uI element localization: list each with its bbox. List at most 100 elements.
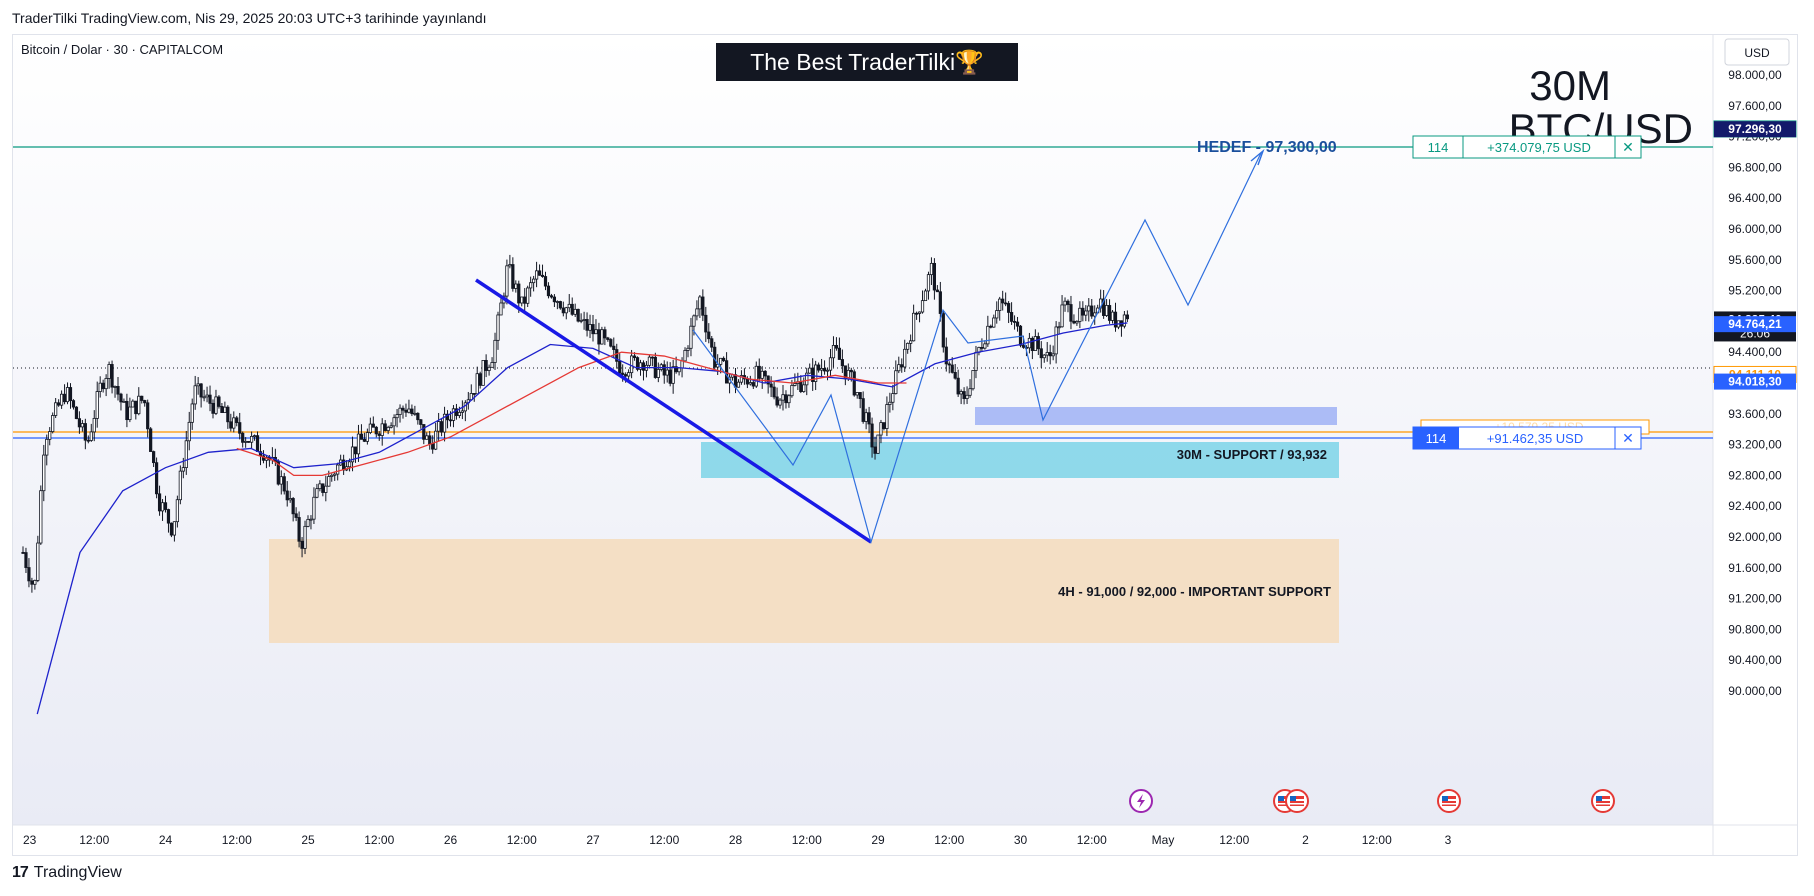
time-tick-label: 12:00 <box>649 833 679 847</box>
candle-body <box>1113 311 1118 328</box>
candle-body <box>374 426 378 435</box>
time-axis[interactable]: 23 12:00 24 12:00 25 12:00 26 12:00 27 12:00 28 12:… <box>23 833 1452 847</box>
lightning-icon[interactable] <box>1129 789 1153 813</box>
candle-body <box>74 406 79 420</box>
candle-body <box>327 476 331 487</box>
candle-body <box>1084 310 1088 316</box>
candle-body <box>472 393 476 395</box>
candle-body <box>410 408 414 415</box>
candle-body <box>769 383 773 388</box>
candle-body <box>546 285 551 297</box>
candle-body <box>588 324 592 331</box>
price-tick-label: 91.200,00 <box>1728 592 1782 606</box>
candle-body <box>211 402 215 414</box>
candle-body <box>585 319 589 331</box>
candle-body <box>241 432 245 443</box>
candle-body <box>431 443 435 450</box>
candle-body <box>303 525 307 549</box>
candle-body <box>217 396 221 407</box>
candle-body <box>665 369 669 376</box>
candle-body <box>849 369 853 373</box>
candle-body <box>178 470 182 501</box>
candle-body <box>107 364 111 379</box>
candle-body <box>255 435 260 452</box>
candle-body <box>926 274 931 292</box>
candle-body <box>51 415 55 432</box>
candle-body <box>1072 320 1076 324</box>
us-flag-icon[interactable] <box>1437 789 1461 813</box>
candle-body <box>775 396 779 406</box>
candle-body <box>514 283 518 289</box>
candle-body <box>683 349 687 362</box>
time-tick-label: 12:00 <box>507 833 537 847</box>
event-icons[interactable] <box>1129 789 1615 813</box>
zone-blue <box>975 407 1337 425</box>
candle-body <box>65 387 70 403</box>
candle-body <box>157 493 162 512</box>
candle-body <box>923 290 928 302</box>
candle-body <box>285 490 289 501</box>
candle-body <box>600 329 604 345</box>
candle-body <box>624 374 628 377</box>
candle-body <box>187 421 191 442</box>
close-order-button[interactable]: ✕ <box>1622 139 1634 155</box>
candle-body <box>517 283 521 304</box>
candle-body <box>1027 337 1032 349</box>
us-flag-icon[interactable] <box>1591 789 1615 813</box>
close-order-button[interactable]: ✕ <box>1622 430 1634 446</box>
price-tick-label: 92.000,00 <box>1728 530 1782 544</box>
candle-body <box>858 392 862 400</box>
chart-frame[interactable]: HEDEF - 97,300,00 30M - SUPPORT / 93,932… <box>12 34 1798 856</box>
candle-body <box>825 369 830 372</box>
candle-body <box>537 270 542 276</box>
candle-body <box>641 362 646 371</box>
candle-body <box>621 372 625 375</box>
candle-body <box>104 378 108 390</box>
candle-body <box>784 394 788 404</box>
candle-body <box>722 357 726 362</box>
candle-body <box>383 423 387 431</box>
order-label-support[interactable]: 114 +91.462,35 USD ✕ <box>1412 426 1642 450</box>
candle-body <box>368 423 372 433</box>
candle-body <box>413 412 417 415</box>
candle-body <box>291 498 295 515</box>
candle-body <box>906 342 910 350</box>
candle-body <box>57 402 61 406</box>
candle-body <box>1125 314 1129 320</box>
candle-body <box>766 375 770 385</box>
us-flag-icon[interactable] <box>1285 789 1309 813</box>
candle-body <box>998 298 1002 311</box>
candle-body <box>971 370 975 390</box>
order-label-target[interactable]: 114 +374.079,75 USD ✕ <box>1412 135 1642 159</box>
candle-body <box>77 418 82 428</box>
descending-trendline[interactable] <box>475 278 872 544</box>
indicators-group <box>36 322 1128 715</box>
candle-body <box>864 412 868 422</box>
candle-body <box>193 385 197 405</box>
candle-body <box>48 431 52 440</box>
candle-body <box>689 325 693 349</box>
candle-body <box>21 552 25 554</box>
candle-body <box>950 364 954 373</box>
candle-body <box>650 356 654 359</box>
projected-path-line[interactable] <box>692 152 1262 545</box>
candle-body <box>787 395 791 404</box>
price-tick-label: 92.400,00 <box>1728 499 1782 513</box>
candle-body <box>137 395 141 415</box>
candle-body <box>146 402 150 430</box>
price-tick-label: 90.800,00 <box>1728 622 1782 636</box>
candle-body <box>989 325 993 328</box>
candle-body <box>532 278 536 284</box>
candle-body <box>802 384 806 392</box>
chart-svg[interactable]: HEDEF - 97,300,00 30M - SUPPORT / 93,932… <box>13 35 1797 855</box>
price-label-box <box>1714 373 1796 390</box>
candle-body <box>499 302 503 316</box>
candle-body <box>591 324 595 335</box>
candle-body <box>968 388 972 396</box>
candle-body <box>710 338 714 348</box>
candle-body <box>1004 302 1008 305</box>
candle-body <box>377 433 381 436</box>
price-axis[interactable]: 98.000,0097.600,0097.200,0096.800,0096.4… <box>1728 68 1782 698</box>
currency-button[interactable] <box>1724 38 1790 66</box>
candle-body <box>745 378 749 385</box>
